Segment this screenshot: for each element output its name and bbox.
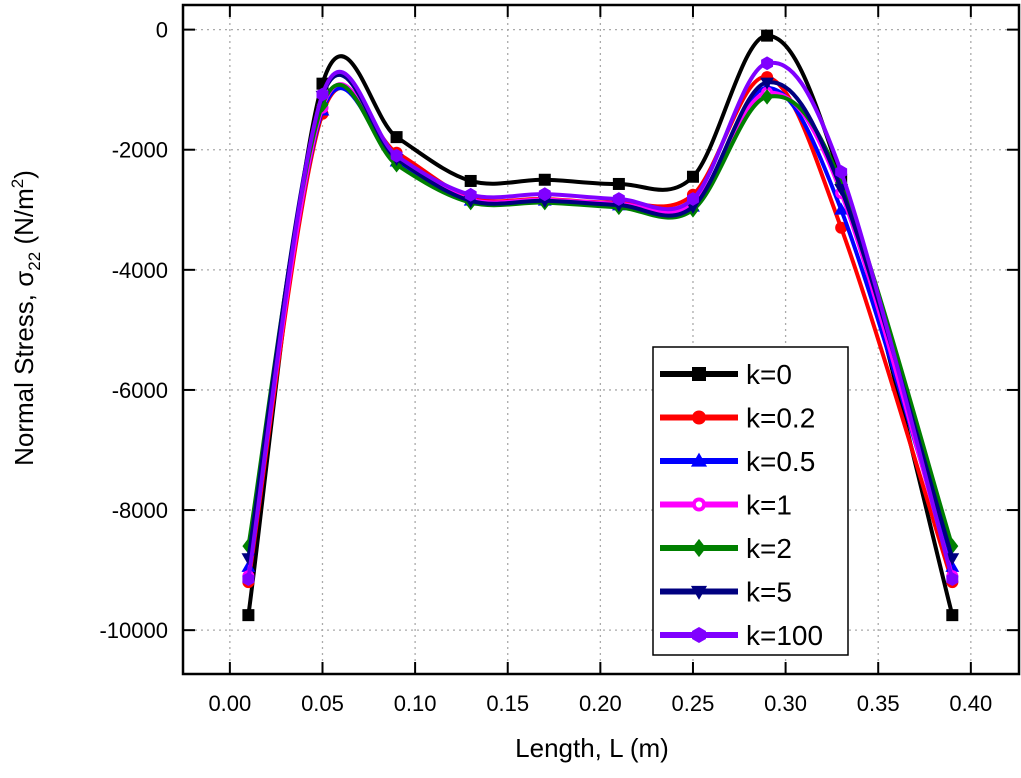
circle-marker-center — [695, 501, 703, 508]
x-axis-label: Length, L (m) — [515, 733, 669, 763]
tick-labels: 0.00 0.05 0.10 0.15 0.20 0.25 0.30 0.35 0.40 0 -20… — [99, 18, 992, 716]
y-tick-label: -4000 — [112, 258, 168, 283]
legend: k=0 k=0.2 k=0.5 k=1 k=2 k=5 k=100 — [652, 346, 849, 656]
y-tick-label: -2000 — [112, 138, 168, 163]
hexagon-marker — [612, 192, 625, 206]
x-tick-label: 0.35 — [857, 691, 900, 716]
legend-item: k=0.2 — [660, 403, 815, 434]
plot-frame — [181, 3, 1021, 676]
y-axis-label: Normal Stress, σ22 (N/m2) — [8, 170, 44, 466]
legend-item: k=100 — [660, 620, 823, 651]
y-tick-label: -10000 — [99, 618, 168, 643]
legend-label: k=100 — [746, 620, 823, 651]
legend-label: k=2 — [746, 533, 792, 564]
legend-label: k=0 — [746, 359, 792, 390]
legend-label: k=5 — [746, 577, 792, 608]
series-k-0 — [242, 29, 959, 622]
square-marker — [946, 609, 959, 622]
legend-item: k=1 — [660, 490, 792, 521]
square-marker — [390, 131, 403, 144]
x-tick-label: 0.40 — [949, 691, 992, 716]
square-marker — [464, 174, 477, 187]
square-marker — [692, 367, 706, 381]
triangle-up-marker — [690, 452, 708, 467]
square-marker — [686, 170, 699, 183]
triangle-down-marker — [760, 77, 774, 90]
circle-marker — [692, 410, 706, 425]
diamond-marker — [692, 538, 706, 558]
y-tick-label: -8000 — [112, 498, 168, 523]
square-marker — [761, 29, 774, 42]
series-k-100 — [242, 56, 959, 587]
legend-item: k=5 — [660, 577, 792, 608]
triangle-down-marker — [690, 585, 708, 600]
x-tick-label: 0.10 — [394, 691, 437, 716]
plot-border — [181, 3, 1021, 676]
legend-item: k=0.5 — [660, 446, 815, 477]
grid-lines — [183, 5, 1019, 674]
legend-label: k=0.5 — [746, 446, 815, 477]
triangle-up-marker — [834, 202, 849, 215]
hexagon-marker — [761, 56, 774, 71]
hexagon-marker — [390, 148, 403, 163]
y-label-subscript: 22 — [25, 252, 44, 271]
hexagon-marker — [538, 187, 551, 202]
x-tick-label: 0.15 — [486, 691, 529, 716]
legend-item: k=0 — [660, 359, 792, 390]
diamond-marker — [761, 89, 774, 105]
hexagon-marker — [316, 87, 329, 102]
series-k-1 — [242, 82, 959, 583]
hexagon-marker — [692, 626, 706, 644]
x-tick-label: 0.00 — [208, 691, 251, 716]
hexagon-marker — [835, 165, 848, 179]
x-tick-label: 0.20 — [579, 691, 622, 716]
square-marker — [612, 177, 625, 190]
square-marker — [538, 173, 551, 186]
circle-marker — [835, 221, 848, 234]
square-marker — [242, 609, 255, 622]
legend-label: k=0.2 — [746, 403, 815, 434]
legend-item: k=2 — [660, 533, 792, 564]
hexagon-marker — [946, 572, 959, 587]
y-label-superscript: 2 — [8, 179, 27, 188]
y-tick-label: 0 — [156, 18, 168, 43]
hexagon-marker — [242, 572, 255, 587]
legend-label: k=1 — [746, 490, 792, 521]
x-tick-label: 0.05 — [301, 691, 344, 716]
y-tick-label: -6000 — [112, 378, 168, 403]
hexagon-marker — [686, 192, 699, 206]
series-lines — [241, 29, 960, 622]
triangle-down-marker — [945, 553, 960, 566]
triangle-down-marker — [686, 201, 700, 214]
x-tick-label: 0.30 — [764, 691, 807, 716]
legend-box — [652, 346, 849, 656]
x-tick-label: 0.25 — [672, 691, 715, 716]
hexagon-marker — [464, 187, 477, 202]
